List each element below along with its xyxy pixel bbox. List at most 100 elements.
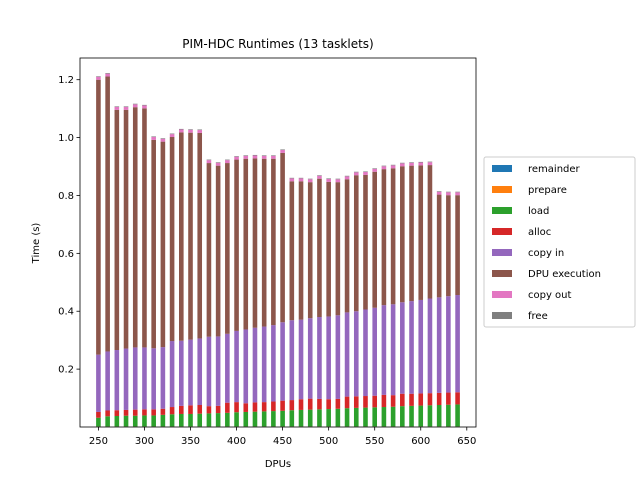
bar-segment-copy-out-390 <box>225 160 230 164</box>
bar-segment-copy-in-460 <box>289 320 295 401</box>
bar-segment-dpu-execution-400 <box>234 159 239 331</box>
bar-segment-dpu-execution-280 <box>123 109 129 349</box>
bar-segment-alloc-250 <box>96 411 101 418</box>
bar-segment-copy-out-520 <box>344 176 350 180</box>
bar-segment-dpu-execution-590 <box>409 165 414 302</box>
bar-segment-copy-in-350 <box>188 339 193 406</box>
bar-segment-free-500 <box>326 178 331 179</box>
bar-segment-copy-in-610 <box>427 298 433 394</box>
bar-segment-dpu-execution-500 <box>326 181 331 317</box>
bar-segment-alloc-430 <box>261 402 267 412</box>
bar-segment-copy-out-590 <box>409 162 414 166</box>
bar-segment-dpu-execution-540 <box>363 174 368 310</box>
bar-segment-free-450 <box>280 149 285 151</box>
bar-segment-dpu-execution-270 <box>114 109 120 351</box>
bar-segment-alloc-560 <box>381 394 387 408</box>
bar-segment-copy-out-560 <box>381 166 387 170</box>
bar-segment-free-260 <box>105 73 110 74</box>
bar-segment-copy-out-550 <box>372 168 377 172</box>
bar-segment-copy-in-310 <box>151 348 156 410</box>
bar-segment-load-530 <box>353 407 359 427</box>
bar-segment-dpu-execution-350 <box>188 132 193 340</box>
bar-segment-copy-out-400 <box>234 156 239 160</box>
bar-segment-alloc-640 <box>455 392 460 405</box>
bar-segment-copy-out-290 <box>132 104 138 108</box>
bar-segment-free-600 <box>418 161 424 163</box>
chart-title: PIM-HDC Runtimes (13 tasklets) <box>182 37 373 51</box>
bar-segment-dpu-execution-330 <box>169 137 175 342</box>
bar-segment-copy-out-440 <box>271 155 276 159</box>
bar-segment-alloc-440 <box>271 401 276 412</box>
y-tick-label-0.8: 0.8 <box>58 191 74 202</box>
bar-segment-copy-out-380 <box>215 162 221 166</box>
bar-segment-free-310 <box>151 136 156 138</box>
bar-segment-load-290 <box>132 415 138 427</box>
bar-segment-free-250 <box>96 76 101 77</box>
bar-segment-copy-in-410 <box>243 329 249 404</box>
bar-segment-free-400 <box>234 156 239 157</box>
bar-segment-free-470 <box>298 177 304 179</box>
bar-segment-copy-in-630 <box>446 296 451 393</box>
bar-segment-free-420 <box>252 154 258 156</box>
bar-segment-copy-in-430 <box>261 326 267 403</box>
bar-segment-dpu-execution-580 <box>400 166 405 303</box>
bar-segment-free-480 <box>307 178 313 180</box>
bar-segment-free-630 <box>446 191 451 193</box>
bar-segment-dpu-execution-510 <box>335 182 341 316</box>
bar-segment-dpu-execution-320 <box>160 141 166 348</box>
bar-segment-dpu-execution-630 <box>446 195 451 297</box>
legend-label-load: load <box>528 206 549 217</box>
bar-segment-copy-in-340 <box>179 340 184 406</box>
bar-segment-free-440 <box>271 155 276 156</box>
bar-segment-alloc-370 <box>206 406 212 414</box>
x-tick-label-550: 550 <box>365 436 384 447</box>
bar-segment-dpu-execution-360 <box>197 132 203 339</box>
bar-segment-dpu-execution-290 <box>132 107 138 348</box>
bar-segment-copy-in-360 <box>197 338 203 405</box>
bar-segment-copy-in-260 <box>105 351 110 411</box>
x-tick-label-350: 350 <box>181 436 200 447</box>
bar-segment-alloc-490 <box>317 398 322 410</box>
bar-segment-dpu-execution-560 <box>381 169 387 306</box>
bar-segment-copy-out-630 <box>446 192 451 196</box>
bar-segment-copy-in-380 <box>215 336 221 406</box>
legend-swatch-alloc <box>492 228 512 235</box>
bar-segment-alloc-620 <box>436 392 442 406</box>
bar-segment-alloc-520 <box>344 396 350 409</box>
x-tick-label-650: 650 <box>457 436 476 447</box>
bar-segment-free-290 <box>132 103 138 105</box>
bar-segment-load-380 <box>215 413 221 427</box>
bar-segment-alloc-380 <box>215 405 221 414</box>
bar-segment-dpu-execution-370 <box>206 163 212 337</box>
bar-segment-copy-in-390 <box>225 333 230 403</box>
legend-label-prepare: prepare <box>528 185 567 196</box>
bar-segment-dpu-execution-450 <box>280 152 285 323</box>
y-tick-label-0.6: 0.6 <box>58 249 74 260</box>
bar-segment-copy-in-330 <box>169 341 175 408</box>
bar-segment-copy-out-300 <box>142 105 147 109</box>
bar-segment-dpu-execution-640 <box>455 195 460 296</box>
bar-segment-dpu-execution-260 <box>105 76 110 352</box>
bar-segment-dpu-execution-430 <box>261 158 267 327</box>
legend-label-free: free <box>528 311 548 322</box>
bar-segment-copy-out-580 <box>400 163 405 167</box>
bar-segment-load-360 <box>197 413 203 427</box>
bar-segment-alloc-320 <box>160 408 166 415</box>
bar-segment-load-400 <box>234 412 239 427</box>
bar-segment-free-370 <box>206 159 212 161</box>
bar-segment-free-570 <box>390 164 396 166</box>
bar-segment-alloc-410 <box>243 403 249 412</box>
bar-segment-dpu-execution-480 <box>307 182 313 319</box>
legend-label-alloc: alloc <box>528 227 551 238</box>
bar-segment-copy-in-320 <box>160 347 166 409</box>
bar-segment-dpu-execution-550 <box>372 171 377 308</box>
bar-segment-copy-in-570 <box>390 304 396 396</box>
legend-swatch-copy-out <box>492 291 512 298</box>
bar-segment-copy-in-400 <box>234 330 239 403</box>
bar-segment-alloc-630 <box>446 392 451 405</box>
bar-segment-copy-in-530 <box>353 311 359 397</box>
bar-segment-copy-in-540 <box>363 309 368 397</box>
bars-group <box>96 73 460 427</box>
bar-segment-copy-in-640 <box>455 295 460 393</box>
